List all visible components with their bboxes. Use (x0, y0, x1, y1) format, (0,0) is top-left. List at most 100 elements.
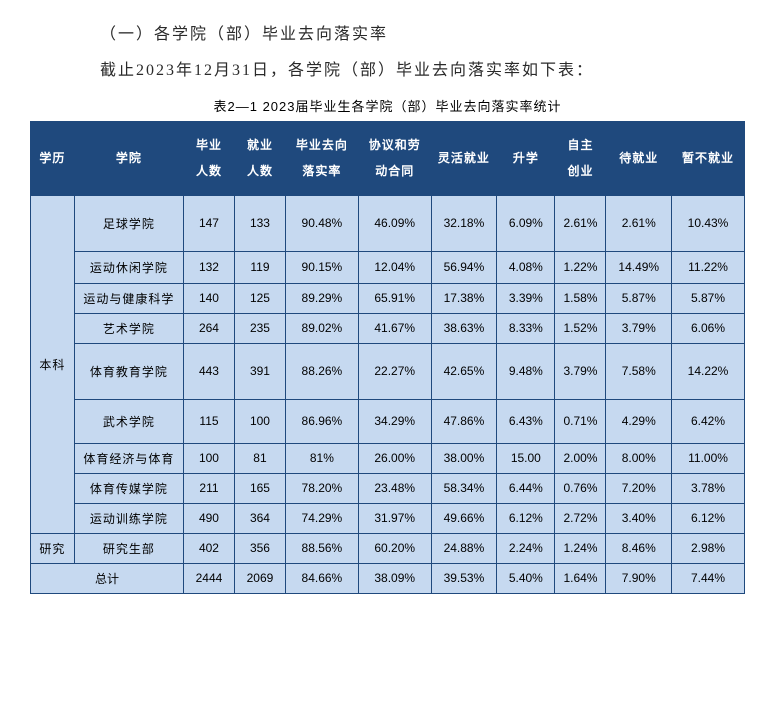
cell: 1.24% (555, 533, 606, 563)
col-contract: 协议和劳动合同 (358, 122, 431, 196)
cell: 11.00% (672, 443, 745, 473)
cell: 2.61% (606, 195, 672, 251)
table-caption: 表2—1 2023届毕业生各学院（部）毕业去向落实率统计 (30, 96, 745, 115)
cell: 7.58% (606, 343, 672, 399)
cell: 140 (183, 283, 234, 313)
cell: 490 (183, 503, 234, 533)
cell: 7.20% (606, 473, 672, 503)
table-body: 本科 足球学院 147 133 90.48% 46.09% 32.18% 6.0… (31, 195, 745, 593)
degree-cell-grad: 研究 (31, 533, 75, 563)
college-cell: 足球学院 (74, 195, 183, 251)
col-noemp: 暂不就业 (672, 122, 745, 196)
cell: 49.66% (431, 503, 497, 533)
col-startup: 自主创业 (555, 122, 606, 196)
cell: 89.29% (285, 283, 358, 313)
cell: 56.94% (431, 251, 497, 283)
cell: 0.76% (555, 473, 606, 503)
cell: 7.90% (606, 563, 672, 593)
cell: 2.61% (555, 195, 606, 251)
cell: 402 (183, 533, 234, 563)
cell: 115 (183, 399, 234, 443)
cell: 23.48% (358, 473, 431, 503)
cell: 22.27% (358, 343, 431, 399)
cell: 38.09% (358, 563, 431, 593)
cell: 42.65% (431, 343, 497, 399)
cell: 74.29% (285, 503, 358, 533)
cell: 165 (234, 473, 285, 503)
table-row: 体育经济与体育 100 81 81% 26.00% 38.00% 15.00 2… (31, 443, 745, 473)
col-further: 升学 (497, 122, 555, 196)
cell: 47.86% (431, 399, 497, 443)
table-row: 运动与健康科学 140 125 89.29% 65.91% 17.38% 3.3… (31, 283, 745, 313)
total-row: 总计 2444 2069 84.66% 38.09% 39.53% 5.40% … (31, 563, 745, 593)
cell: 119 (234, 251, 285, 283)
cell: 6.06% (672, 313, 745, 343)
cell: 1.22% (555, 251, 606, 283)
col-flex: 灵活就业 (431, 122, 497, 196)
cell: 4.08% (497, 251, 555, 283)
cell: 5.40% (497, 563, 555, 593)
cell: 211 (183, 473, 234, 503)
cell: 60.20% (358, 533, 431, 563)
cell: 26.00% (358, 443, 431, 473)
cell: 2.00% (555, 443, 606, 473)
cell: 12.04% (358, 251, 431, 283)
college-cell: 运动休闲学院 (74, 251, 183, 283)
cell: 89.02% (285, 313, 358, 343)
cell: 3.39% (497, 283, 555, 313)
table-header: 学历 学院 毕业人数 就业人数 毕业去向落实率 协议和劳动合同 灵活就业 升学 … (31, 122, 745, 196)
cell: 356 (234, 533, 285, 563)
cell: 65.91% (358, 283, 431, 313)
cell: 24.88% (431, 533, 497, 563)
cell: 264 (183, 313, 234, 343)
college-cell: 研究生部 (74, 533, 183, 563)
table-row: 体育传媒学院 211 165 78.20% 23.48% 58.34% 6.44… (31, 473, 745, 503)
cell: 58.34% (431, 473, 497, 503)
cell: 1.64% (555, 563, 606, 593)
col-grad-count: 毕业人数 (183, 122, 234, 196)
cell: 10.43% (672, 195, 745, 251)
cell: 81% (285, 443, 358, 473)
col-rate: 毕业去向落实率 (285, 122, 358, 196)
cell: 81 (234, 443, 285, 473)
cell: 100 (183, 443, 234, 473)
cell: 41.67% (358, 313, 431, 343)
cell: 90.15% (285, 251, 358, 283)
college-cell: 运动与健康科学 (74, 283, 183, 313)
cell: 9.48% (497, 343, 555, 399)
table-row: 体育教育学院 443 391 88.26% 22.27% 42.65% 9.48… (31, 343, 745, 399)
cell: 147 (183, 195, 234, 251)
cell: 235 (234, 313, 285, 343)
table-row: 运动训练学院 490 364 74.29% 31.97% 49.66% 6.12… (31, 503, 745, 533)
cell: 78.20% (285, 473, 358, 503)
cell: 1.52% (555, 313, 606, 343)
cell: 6.12% (497, 503, 555, 533)
cell: 2.98% (672, 533, 745, 563)
cell: 4.29% (606, 399, 672, 443)
college-cell: 体育经济与体育 (74, 443, 183, 473)
cell: 31.97% (358, 503, 431, 533)
table-row: 运动休闲学院 132 119 90.15% 12.04% 56.94% 4.08… (31, 251, 745, 283)
cell: 14.49% (606, 251, 672, 283)
cell: 88.56% (285, 533, 358, 563)
col-emp-count: 就业人数 (234, 122, 285, 196)
cell: 46.09% (358, 195, 431, 251)
table-row: 艺术学院 264 235 89.02% 41.67% 38.63% 8.33% … (31, 313, 745, 343)
intro-text: 截止2023年12月31日，各学院（部）毕业去向落实率如下表： (100, 56, 745, 80)
cell: 364 (234, 503, 285, 533)
cell: 6.44% (497, 473, 555, 503)
college-cell: 运动训练学院 (74, 503, 183, 533)
cell: 34.29% (358, 399, 431, 443)
col-wait: 待就业 (606, 122, 672, 196)
college-cell: 艺术学院 (74, 313, 183, 343)
cell: 14.22% (672, 343, 745, 399)
table-row: 本科 足球学院 147 133 90.48% 46.09% 32.18% 6.0… (31, 195, 745, 251)
degree-cell-undergrad: 本科 (31, 195, 75, 533)
cell: 6.09% (497, 195, 555, 251)
cell: 2444 (183, 563, 234, 593)
college-cell: 体育传媒学院 (74, 473, 183, 503)
cell: 0.71% (555, 399, 606, 443)
cell: 11.22% (672, 251, 745, 283)
cell: 5.87% (606, 283, 672, 313)
cell: 38.63% (431, 313, 497, 343)
